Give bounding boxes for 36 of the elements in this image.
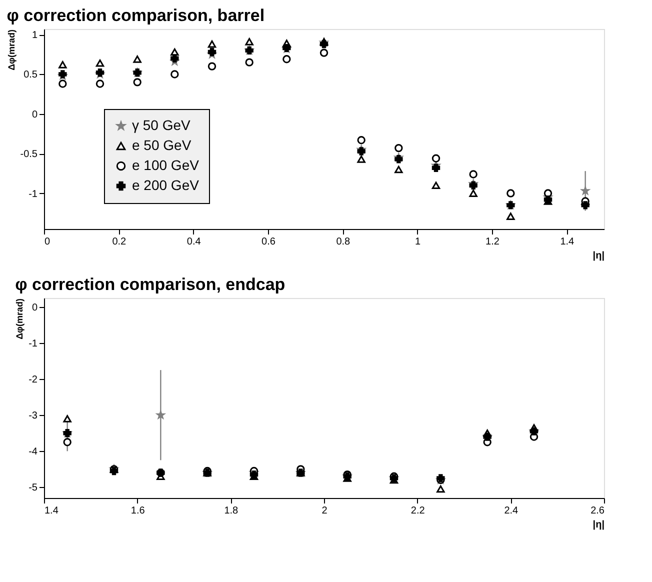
x-tick-label: 1.4 <box>560 236 575 248</box>
y-tick-label: 0.5 <box>24 70 38 81</box>
y-tick-label: 0 <box>32 109 38 120</box>
x-tick-label: 0 <box>44 236 50 248</box>
chart-title: φ correction comparison, barrel <box>6 6 265 25</box>
x-tick-label: 1.8 <box>224 506 239 516</box>
legend-label: e 200 GeV <box>132 177 200 193</box>
y-tick-label: 0 <box>32 302 38 314</box>
y-axis-title: Δφ(mrad) <box>6 30 16 70</box>
legend-label: e 100 GeV <box>132 157 200 173</box>
x-tick-label: 2 <box>322 506 328 516</box>
y-axis-title: Δφ(mrad) <box>14 298 25 340</box>
y-tick-label: 1 <box>32 30 38 42</box>
y-tick-label: -3 <box>28 410 38 422</box>
x-tick-label: 0.4 <box>186 236 202 248</box>
y-tick-label: -0.5 <box>20 149 38 160</box>
x-tick-label: 1 <box>415 236 422 248</box>
legend-label: e 50 GeV <box>132 137 192 153</box>
y-tick-label: -2 <box>28 374 38 386</box>
x-tick-label: 2.6 <box>590 506 605 516</box>
x-axis-title: |η| <box>592 520 605 530</box>
y-tick-label: -1 <box>28 188 38 200</box>
y-tick-label: -4 <box>28 446 38 458</box>
x-tick-label: 0.6 <box>262 236 276 248</box>
x-tick-label: 2.4 <box>504 506 519 516</box>
x-tick-label: 0.2 <box>112 236 127 248</box>
x-axis-title: |η| <box>592 250 605 262</box>
x-tick-label: 2.2 <box>410 506 426 516</box>
y-tick-label: -1 <box>28 338 38 350</box>
legend-label: γ 50 GeV <box>132 117 192 133</box>
x-tick-label: 0.8 <box>336 236 351 248</box>
x-tick-label: 1.4 <box>44 506 59 516</box>
y-tick-label: -5 <box>28 482 38 494</box>
x-tick-label: 1.2 <box>486 236 500 248</box>
chart-title: φ correction comparison, endcap <box>15 275 286 294</box>
x-tick-label: 1.6 <box>130 506 146 516</box>
